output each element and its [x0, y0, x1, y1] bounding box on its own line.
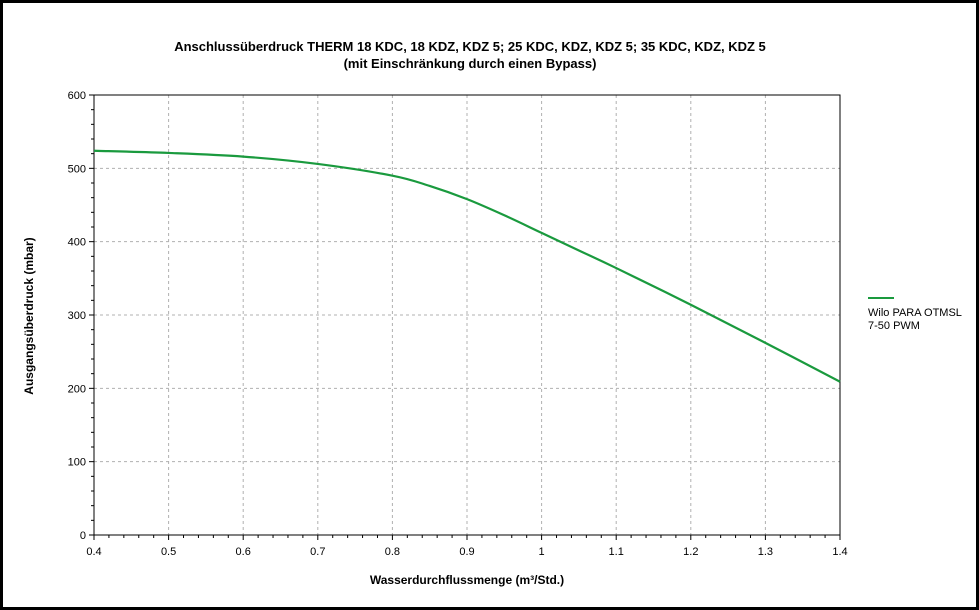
chart-title: Anschlussüberdruck THERM 18 KDC, 18 KDZ,… [174, 39, 766, 54]
legend-swatch [868, 297, 894, 299]
y-tick-label: 200 [68, 383, 86, 395]
y-tick-label: 500 [68, 163, 86, 175]
legend-label-line-1: Wilo PARA OTMSL [868, 307, 962, 319]
x-tick-label: 0.4 [86, 546, 101, 558]
x-tick-label: 0.6 [236, 546, 251, 558]
x-tick-label: 0.9 [459, 546, 474, 558]
series-line [93, 149, 841, 383]
x-tick-label: 1 [539, 546, 545, 558]
legend-label-line-2: 7-50 PWM [868, 320, 920, 332]
y-tick-label: 0 [80, 530, 86, 542]
x-tick-label: 1.4 [832, 546, 847, 558]
chart-subtitle: (mit Einschränkung durch einen Bypass) [343, 56, 597, 71]
y-axis-label: Ausgangsüberdruck (mbar) [22, 237, 36, 395]
x-tick-label: 1.2 [683, 546, 698, 558]
y-tick-label: 300 [68, 310, 86, 322]
legend-label: Wilo PARA OTMSL 7-50 PWM [868, 307, 968, 333]
x-axis-label: Wasserdurchflussmenge (m³/Std.) [369, 573, 565, 587]
plot-area-border [93, 94, 841, 536]
x-tick-label: 0.8 [385, 546, 400, 558]
y-tick-label: 400 [68, 237, 86, 249]
y-tick-label: 600 [68, 90, 86, 102]
x-tick-label: 1.1 [609, 546, 624, 558]
y-tick-label: 100 [68, 457, 86, 469]
x-tick-label: 1.3 [758, 546, 773, 558]
x-tick-label: 0.7 [310, 546, 325, 558]
x-tick-label: 0.5 [161, 546, 176, 558]
